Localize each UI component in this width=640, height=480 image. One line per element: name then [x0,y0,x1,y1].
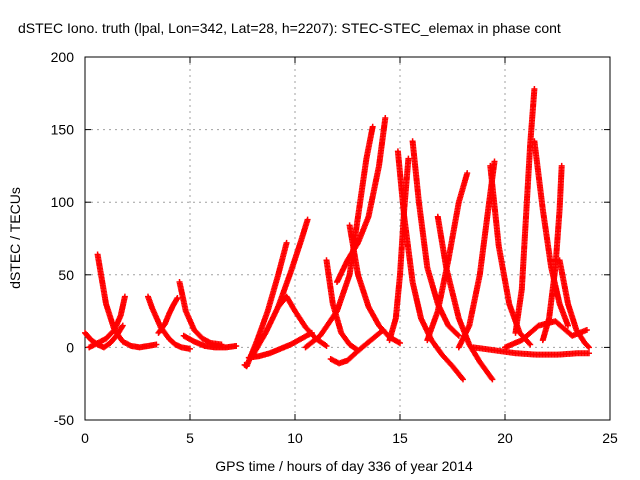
data-point [586,344,592,351]
x-axis-label: GPS time / hours of day 336 of year 2014 [215,458,473,474]
data-point [489,376,496,383]
data-point [464,170,471,177]
x-tick-label: 20 [497,430,513,446]
data-point [558,162,565,169]
data-point [491,158,498,165]
data-series [323,257,361,354]
data-point [369,123,376,130]
data-point [531,85,538,92]
data-point [565,322,571,329]
x-tick-label: 10 [287,430,303,446]
data-marker [584,343,591,350]
x-tick-label: 25 [602,430,618,446]
y-tick-label: 100 [51,194,75,210]
data-series [86,293,128,351]
data-series [502,318,590,351]
data-point [233,342,240,349]
data-series [302,123,376,351]
data-marks [82,85,592,383]
data-point [283,239,290,246]
data-point [174,295,181,302]
x-tick-label: 0 [81,430,89,446]
data-point [527,341,534,348]
data-point [187,345,193,352]
y-tick-label: 50 [58,267,74,283]
data-series [275,293,330,349]
data-point [119,322,126,329]
y-tick-label: -50 [54,412,74,428]
y-axis-label: dSTEC / TECUs [7,187,23,289]
data-series [180,332,240,351]
data-point [397,340,403,347]
data-point [583,326,590,333]
data-series [155,295,181,336]
data-point [121,293,128,300]
data-series [346,222,403,347]
data-series [455,158,498,351]
data-point [405,155,412,162]
data-point [586,350,592,357]
plot-frame [84,56,611,421]
data-marker [488,375,495,382]
data-marker [526,340,533,347]
data-series [394,148,466,383]
data-marker [454,331,461,338]
data-series [327,326,387,367]
y-tick-label: 150 [51,122,75,138]
data-point [382,114,389,121]
y-tick-label: 0 [66,339,74,355]
data-series [176,279,225,348]
axis-ticks: 0 5 10 15 20 25 -50 0 50 100 150 200 [51,49,618,446]
data-series [539,162,565,344]
data-point [304,216,311,223]
chart-title: dSTEC Iono. truth (lpal, Lon=342, Lat=28… [18,20,561,36]
x-tick-label: 15 [392,430,408,446]
data-series [250,216,311,358]
x-tick-label: 5 [186,430,194,446]
data-point [455,332,462,339]
data-point [460,376,466,383]
data-series [334,114,389,286]
data-series [245,329,315,361]
y-tick-label: 200 [51,49,75,65]
data-point [323,342,330,349]
data-point [153,341,160,348]
data-marker [459,375,466,382]
data-series [470,344,592,358]
data-series [531,138,571,329]
data-series [512,85,538,336]
